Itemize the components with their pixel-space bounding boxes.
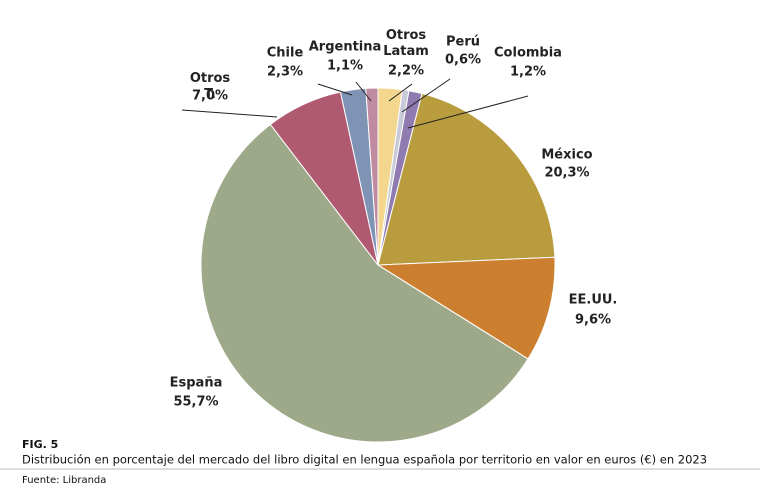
label-line: Otros xyxy=(190,71,231,86)
pie-slice xyxy=(200,123,529,443)
slice-label: México xyxy=(541,148,592,163)
slice-label: Otros T. xyxy=(190,71,231,102)
slice-label: Chile xyxy=(267,46,304,61)
slice-value: 55,7% xyxy=(173,395,218,410)
label-line: Latam xyxy=(383,44,429,59)
slice-label: Perú xyxy=(446,35,480,50)
slice-value: 2,3% xyxy=(267,65,303,80)
pie-slice xyxy=(365,87,379,266)
source: Fuente: Libranda xyxy=(22,475,106,486)
slice-value: 1,2% xyxy=(510,65,546,80)
leader-line xyxy=(401,78,451,113)
slice-value: 2,2% xyxy=(388,64,424,79)
figure-label: FIG. 5 xyxy=(22,438,58,451)
slice-value: 0,6% xyxy=(445,53,481,68)
leader-line xyxy=(181,109,278,118)
leader-line xyxy=(317,83,353,96)
slice-value: 7,0% xyxy=(192,89,228,104)
slice-value: 9,6% xyxy=(575,313,611,328)
leader-line xyxy=(407,95,529,129)
pie xyxy=(200,87,556,443)
leader-line xyxy=(388,83,413,102)
slice-value: 20,3% xyxy=(544,166,589,181)
slice-label: EE.UU. xyxy=(569,293,618,308)
leader-lines xyxy=(181,78,529,129)
leader-line xyxy=(355,81,372,102)
caption: Distribución en porcentaje del mercado d… xyxy=(22,453,707,467)
label-line: T. xyxy=(204,87,216,102)
slice-label: Otros Latam xyxy=(383,28,429,59)
slice-label: Colombia xyxy=(494,46,562,61)
slice-value: 1,1% xyxy=(327,59,363,74)
label-line: Otros xyxy=(386,28,427,43)
pie-slice xyxy=(377,92,556,266)
pie-slice xyxy=(376,256,556,360)
slice-label: Argentina xyxy=(309,40,382,55)
slice-label: España xyxy=(170,376,223,391)
